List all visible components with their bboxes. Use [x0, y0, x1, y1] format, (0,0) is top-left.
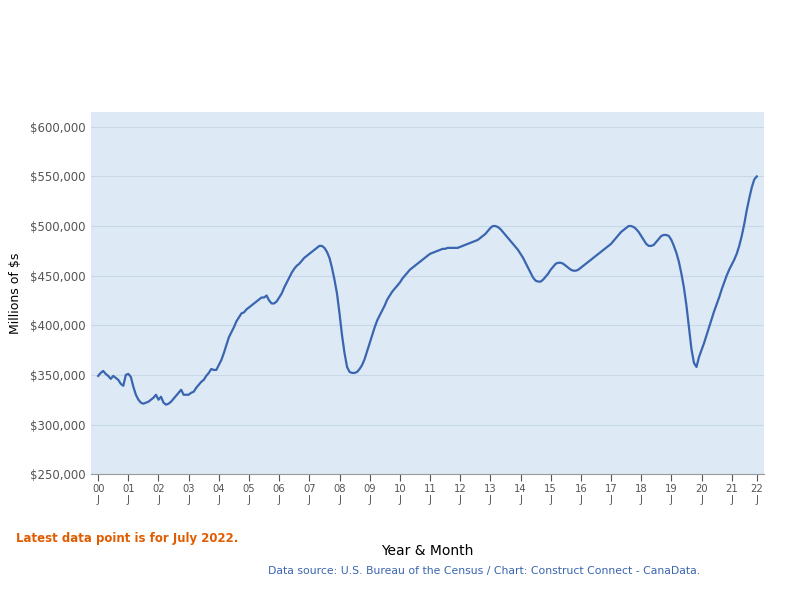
Text: Data source: U.S. Bureau of the Census / Chart: Construct Connect - CanaData.: Data source: U.S. Bureau of the Census /… — [268, 567, 700, 576]
X-axis label: Year & Month: Year & Month — [381, 544, 474, 558]
Text: U.S. MANUFACTURING SHIPMENTS –: U.S. MANUFACTURING SHIPMENTS – — [218, 32, 570, 51]
Text: Latest data point is for July 2022.: Latest data point is for July 2022. — [16, 532, 238, 545]
Text: TOTAL: TOTAL — [363, 67, 425, 85]
Y-axis label: Millions of $s: Millions of $s — [9, 252, 22, 334]
